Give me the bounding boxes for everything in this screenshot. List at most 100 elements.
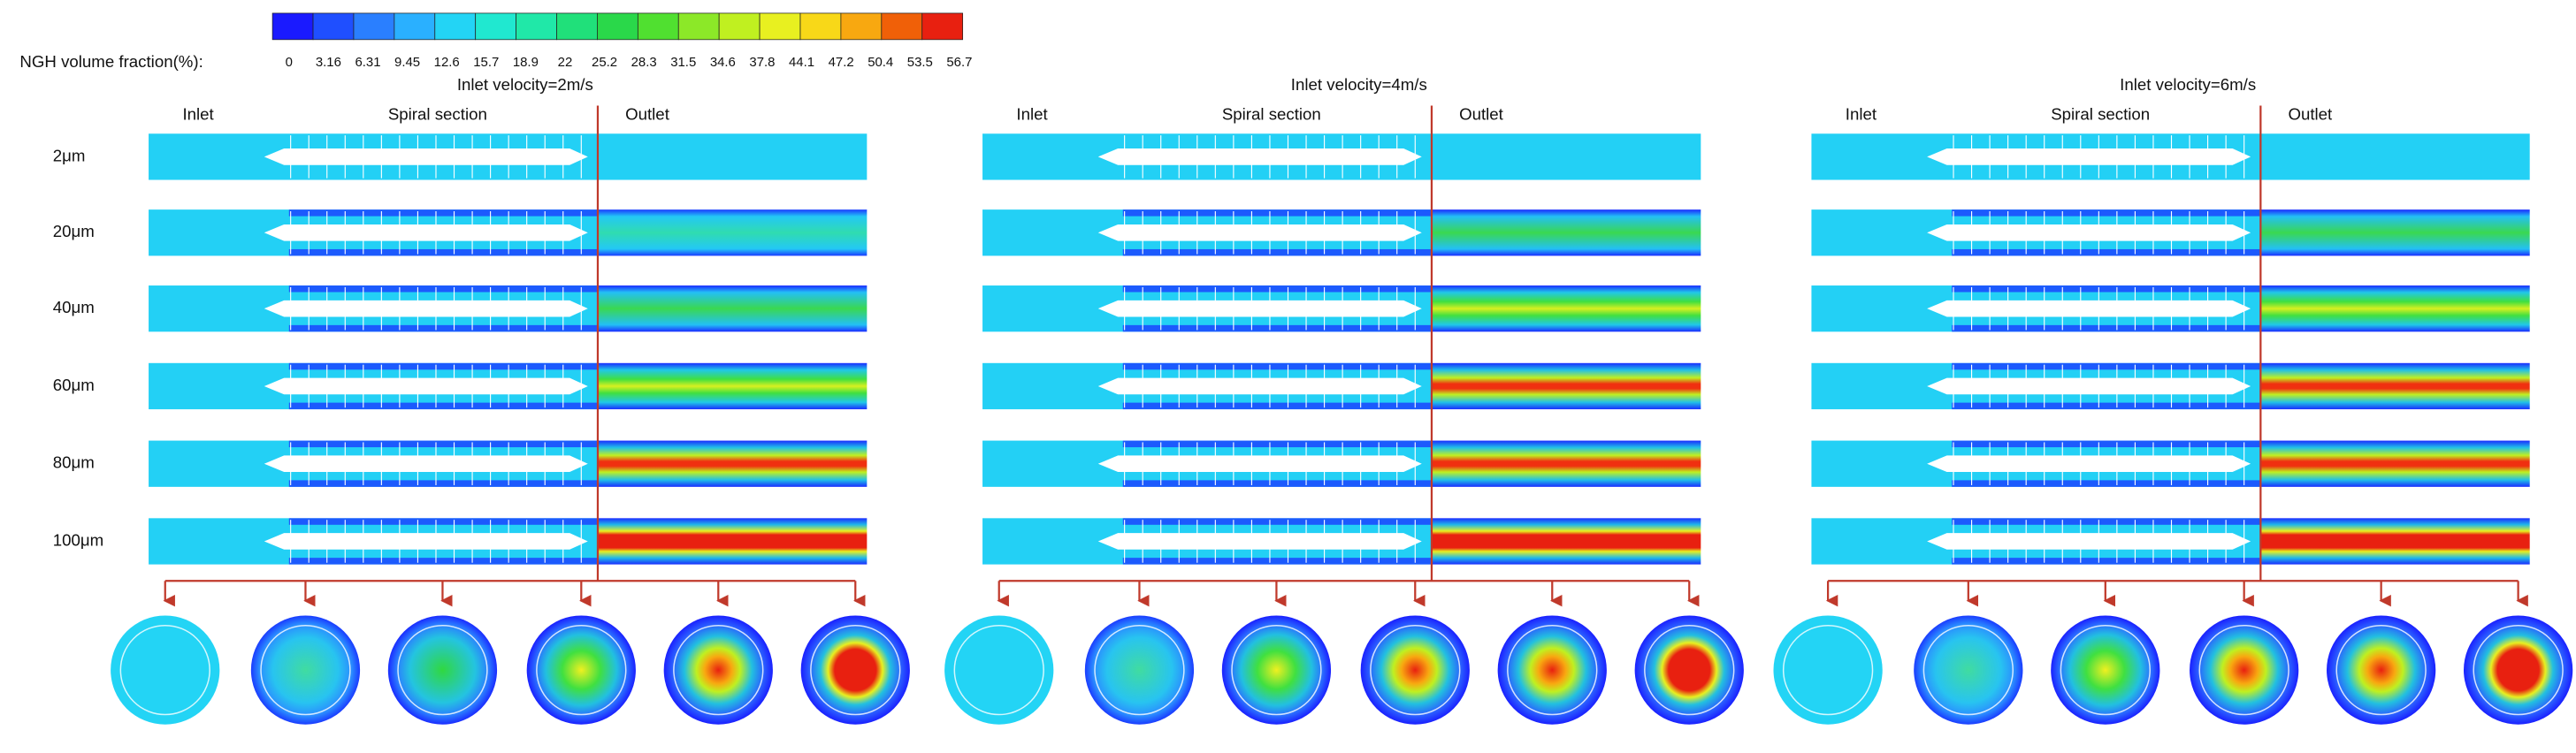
spiral-core — [1097, 455, 1422, 473]
cross-section-ring — [2060, 624, 2151, 716]
row-label: 20μm — [53, 222, 95, 240]
spiral-edge — [1952, 324, 2261, 332]
colorbar-swatch — [475, 12, 516, 41]
spiral-edge — [1952, 518, 2261, 525]
spiral-edge — [1952, 248, 2261, 256]
cross-section — [111, 615, 220, 725]
spiral-core — [1097, 533, 1422, 550]
legend-label: NGH volume fraction(%): — [19, 52, 203, 71]
cross-section — [1084, 615, 1195, 725]
colorbar-swatch — [840, 12, 883, 41]
row-label: 60μm — [53, 376, 95, 394]
colorbar-swatch — [597, 12, 638, 41]
spiral-edge — [1122, 285, 1432, 293]
colorbar-tick: 15.7 — [473, 55, 499, 70]
cross-section-ring — [119, 624, 210, 716]
spiral-edge — [1952, 480, 2261, 487]
spiral-edge — [1952, 558, 2261, 565]
pipe-outlet — [597, 440, 868, 487]
spiral-core — [1097, 224, 1422, 241]
pipe-outlet — [1431, 362, 1701, 410]
spiral-edge — [1952, 402, 2261, 410]
spiral-edge — [1952, 209, 2261, 217]
spiral-edge — [1952, 362, 2261, 370]
section-label: Inlet — [182, 105, 214, 124]
spiral-edge — [288, 285, 598, 293]
cross-section-ring — [2335, 624, 2427, 716]
colorbar-swatch — [394, 12, 436, 41]
spiral-edge — [288, 440, 598, 448]
cross-section-ring — [397, 624, 488, 716]
cross-section — [1221, 615, 1332, 725]
colorbar-tick: 37.8 — [749, 55, 775, 70]
spiral-edge — [1122, 480, 1432, 487]
cross-section-ring — [1370, 624, 1461, 716]
colorbar-swatch — [881, 12, 923, 41]
pipe-outlet — [597, 285, 868, 332]
cross-section — [1497, 615, 1607, 725]
pipe-outlet — [1431, 133, 1701, 180]
colorbar-swatch — [353, 12, 395, 41]
pipe-outlet — [2260, 285, 2530, 332]
pipe-outlet — [1431, 285, 1701, 332]
pipe-outlet — [2260, 209, 2530, 256]
spiral-edge — [288, 518, 598, 525]
spiral-edge — [1122, 518, 1432, 525]
pipe-outlet — [1431, 440, 1701, 487]
colorbar-swatch — [921, 12, 964, 41]
section-label: Inlet — [1846, 105, 1877, 124]
panel-title: Inlet velocity=2m/s — [457, 75, 593, 94]
colorbar-tick: 22 — [558, 55, 573, 70]
spiral-edge — [288, 480, 598, 487]
colorbar-swatch — [556, 12, 598, 41]
spiral-core — [264, 533, 588, 550]
row-label: 40μm — [53, 298, 95, 316]
row-label: 100μm — [53, 530, 103, 549]
cross-section — [663, 615, 773, 725]
panel-title: Inlet velocity=4m/s — [1291, 75, 1427, 94]
section-label: Spiral section — [2051, 105, 2150, 124]
cross-section-ring — [1782, 624, 1874, 716]
colorbar-tick: 50.4 — [868, 55, 893, 70]
colorbar-tick: 6.31 — [355, 55, 380, 70]
spiral-edge — [288, 558, 598, 565]
spiral-core — [1927, 533, 2251, 550]
spiral-edge — [1122, 362, 1432, 370]
section-label: Inlet — [1016, 105, 1048, 124]
pipe-outlet — [2260, 518, 2530, 565]
cross-section-ring — [1644, 624, 1735, 716]
colorbar-swatch — [271, 12, 314, 41]
cross-section-ring — [1094, 624, 1185, 716]
colorbar-tick: 28.3 — [631, 55, 657, 70]
cross-section-ring — [1922, 624, 2014, 716]
section-label: Outlet — [1459, 105, 1504, 124]
spiral-edge — [1122, 248, 1432, 256]
cross-section — [1914, 615, 2023, 725]
spiral-edge — [288, 362, 598, 370]
spiral-core — [1927, 300, 2251, 317]
pipe-outlet — [597, 209, 868, 256]
cross-section-ring — [953, 624, 1044, 716]
spiral-edge — [1952, 285, 2261, 293]
colorbar-tick: 47.2 — [829, 55, 854, 70]
colorbar-tick: 44.1 — [789, 55, 814, 70]
colorbar-tick: 31.5 — [670, 55, 696, 70]
colorbar-tick: 25.2 — [592, 55, 617, 70]
row-label: 2μm — [53, 146, 86, 164]
spiral-edge — [1122, 402, 1432, 410]
colorbar-tick: 34.6 — [710, 55, 736, 70]
pipe-outlet — [1431, 209, 1701, 256]
pipe-outlet — [2260, 440, 2530, 487]
section-label: Outlet — [2288, 105, 2333, 124]
colorbar-swatch — [516, 12, 557, 41]
colorbar-swatch — [759, 12, 801, 41]
cross-section — [800, 615, 910, 725]
row-label: 80μm — [53, 453, 95, 472]
spiral-core — [264, 224, 588, 241]
spiral-core — [1927, 455, 2251, 473]
spiral-edge — [288, 248, 598, 256]
cross-section-ring — [2473, 624, 2564, 716]
colorbar-swatch — [799, 12, 842, 41]
cross-section — [250, 615, 361, 725]
